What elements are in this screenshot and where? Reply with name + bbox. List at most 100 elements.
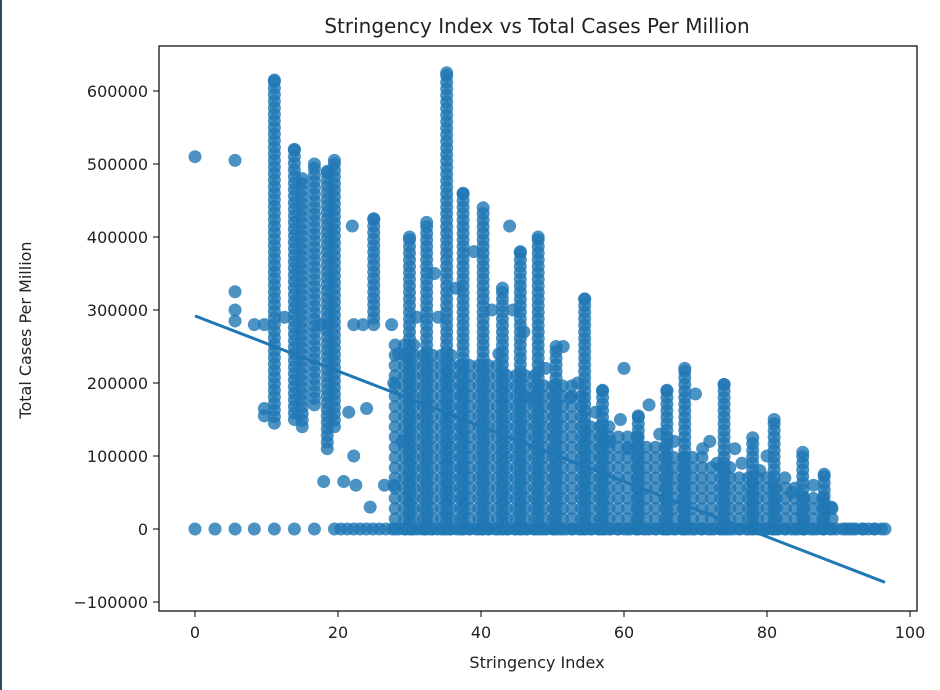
data-point [574, 491, 588, 505]
data-point [407, 440, 421, 454]
data-point [546, 502, 560, 516]
data-point [785, 486, 799, 499]
data-point [588, 405, 602, 419]
y-tick-label: 400000 [87, 228, 148, 247]
data-point [704, 522, 718, 536]
data-point [574, 399, 588, 413]
data-point [546, 379, 560, 393]
data-point [676, 512, 690, 526]
data-point [565, 481, 579, 495]
data-point [779, 522, 793, 536]
data-point [714, 491, 728, 505]
data-point [565, 430, 579, 444]
data-point [686, 450, 700, 464]
data-point [593, 430, 607, 444]
y-tick-label: 600000 [87, 82, 148, 101]
data-point [676, 461, 690, 475]
data-point [528, 471, 542, 485]
data-point [407, 410, 421, 424]
data-point [751, 481, 765, 495]
data-point [425, 420, 439, 434]
data-point [797, 522, 811, 536]
data-point [407, 369, 421, 383]
data-point [658, 471, 672, 485]
data-point [546, 461, 560, 475]
data-point [416, 358, 430, 372]
data-point [472, 389, 486, 403]
x-tick-label: 0 [190, 623, 200, 642]
data-point [518, 379, 532, 393]
data-point [397, 379, 411, 393]
data-point [463, 389, 477, 403]
data-point [481, 481, 495, 495]
data-point [602, 522, 616, 536]
data-point [593, 502, 607, 516]
data-point [546, 522, 560, 536]
data-point [537, 379, 551, 393]
data-point [769, 481, 783, 495]
data-point [631, 409, 645, 423]
data-point [463, 502, 477, 516]
data-point [416, 502, 430, 516]
data-point [500, 369, 514, 383]
data-point [751, 491, 765, 505]
data-point [500, 522, 514, 536]
data-point [531, 230, 545, 244]
data-point [420, 215, 434, 229]
data-point [797, 491, 811, 505]
data-point [867, 522, 881, 536]
data-point [472, 358, 486, 372]
data-point [546, 430, 560, 444]
data-point [490, 450, 504, 464]
data-point [500, 461, 514, 475]
x-tick-label: 20 [328, 623, 348, 642]
data-point [583, 471, 597, 485]
data-point [509, 491, 523, 505]
data-point [463, 522, 477, 536]
data-point [453, 471, 467, 485]
data-point [481, 461, 495, 475]
data-point [463, 471, 477, 485]
data-point [481, 358, 495, 372]
y-tick-label: −100000 [74, 593, 148, 612]
data-point [667, 471, 681, 485]
data-point [495, 281, 509, 295]
data-point [528, 502, 542, 516]
data-point [388, 461, 402, 475]
data-point [603, 434, 617, 448]
data-point [490, 522, 504, 536]
data-point [472, 512, 486, 526]
data-point [481, 389, 495, 403]
data-point [518, 430, 532, 444]
data-point [481, 471, 495, 485]
data-point [492, 347, 506, 361]
data-point [360, 402, 374, 416]
data-point [528, 410, 542, 424]
data-point [537, 481, 551, 495]
data-point [425, 502, 439, 516]
data-point [518, 420, 532, 434]
data-point [490, 502, 504, 516]
data-point [356, 318, 370, 332]
data-point [571, 376, 585, 390]
y-tick-label: 100000 [87, 447, 148, 466]
data-point [472, 379, 486, 393]
data-point [416, 348, 430, 362]
data-point [704, 481, 718, 495]
data-point [307, 157, 321, 171]
data-point [425, 379, 439, 393]
data-point [667, 522, 681, 536]
data-point [397, 410, 411, 424]
data-point [846, 522, 860, 536]
y-tick-label: 0 [138, 520, 148, 539]
data-point [490, 379, 504, 393]
data-point [472, 502, 486, 516]
data-point [327, 153, 341, 167]
regression-line [194, 314, 886, 584]
data-point [425, 481, 439, 495]
data-point [556, 491, 570, 505]
data-point [397, 369, 411, 383]
data-point [444, 461, 458, 475]
data-point [416, 491, 430, 505]
data-point [481, 430, 495, 444]
